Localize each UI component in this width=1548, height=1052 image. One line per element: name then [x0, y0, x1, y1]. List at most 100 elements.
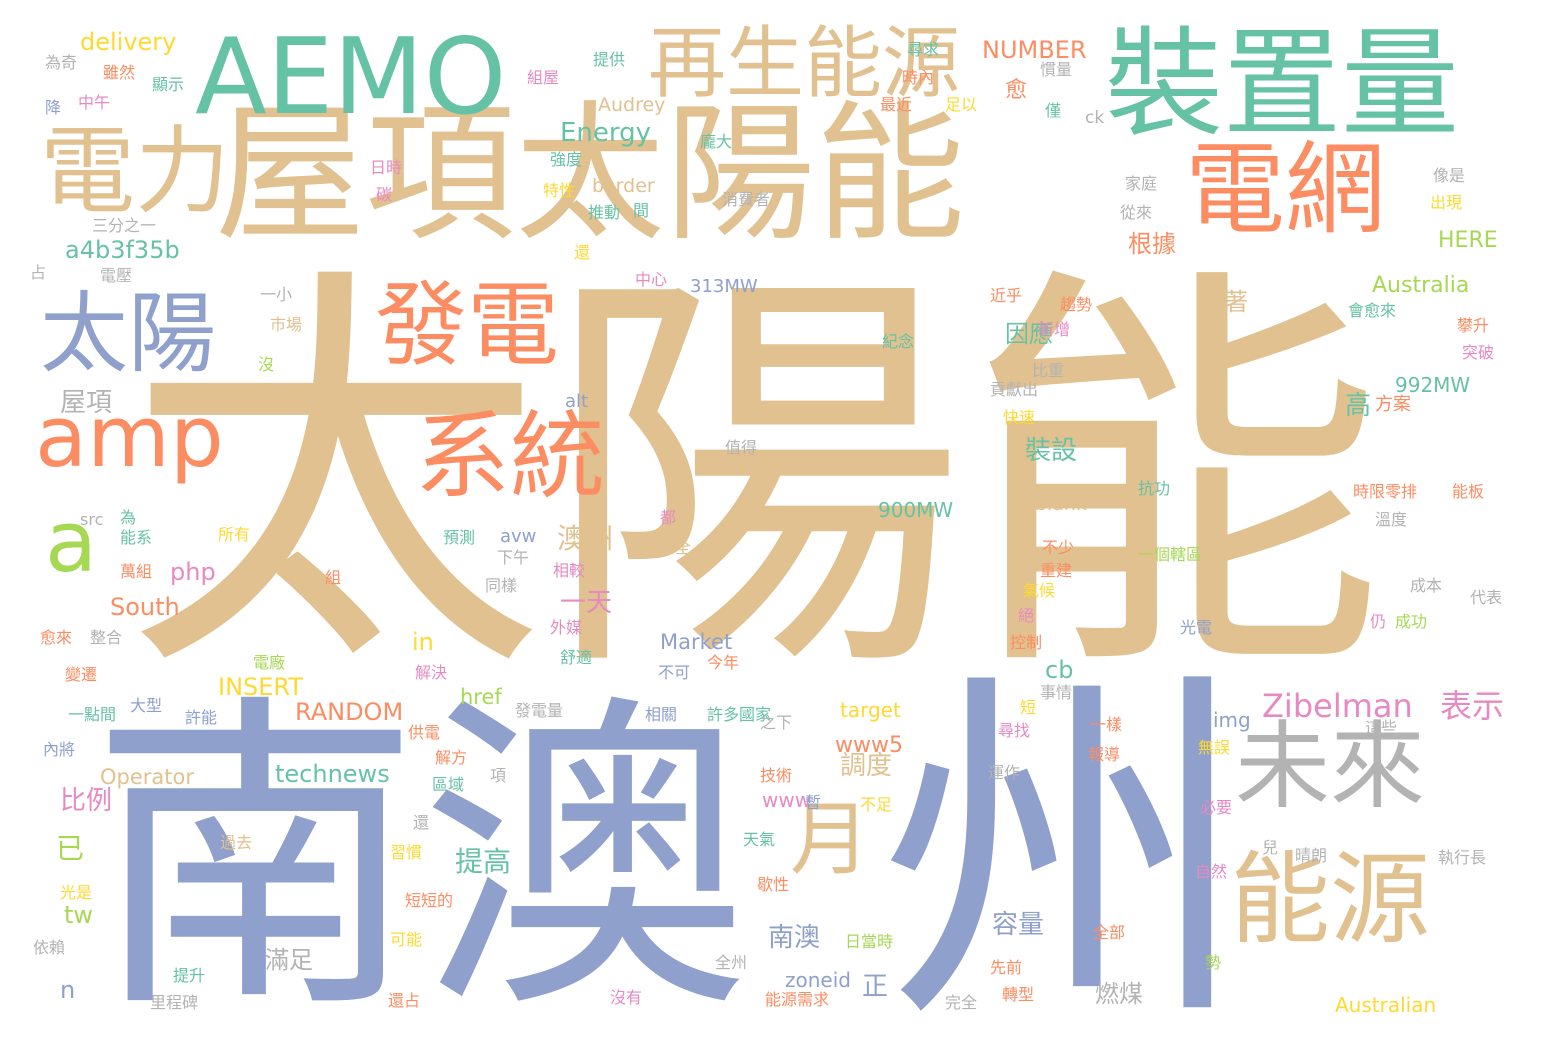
cloud-word: in — [412, 628, 434, 656]
cloud-word: Audrey — [598, 94, 666, 116]
cloud-word: 尋求 — [907, 40, 940, 59]
cloud-word: 內將 — [43, 740, 76, 759]
cloud-word: technews — [275, 760, 390, 788]
cloud-word: 供電 — [408, 723, 441, 742]
cloud-word: 再生能源 — [648, 19, 961, 109]
cloud-word: 間 — [633, 201, 650, 220]
cloud-word: 天氣 — [743, 830, 776, 849]
cloud-word: 中心 — [635, 270, 668, 289]
cloud-word: 裝設 — [1025, 436, 1078, 466]
cloud-word: 值得 — [725, 438, 758, 457]
cloud-word: 許多國家 — [707, 705, 772, 724]
cloud-word: 技術 — [760, 766, 793, 785]
cloud-word: 日時 — [370, 158, 403, 177]
cloud-word: 燃煤 — [1095, 980, 1143, 1008]
cloud-word: 特性 — [543, 181, 576, 200]
cloud-word: 電力 — [40, 117, 231, 227]
cloud-word: 慣量 — [1040, 60, 1073, 79]
cloud-word: 一樣 — [1090, 715, 1123, 734]
cloud-word: 表示 — [1440, 687, 1505, 725]
cloud-word: 溫度 — [1375, 510, 1408, 529]
cloud-word: Operator — [100, 765, 194, 789]
cloud-word: AEMO — [195, 16, 507, 138]
cloud-word: 高 — [1345, 391, 1372, 421]
cloud-word: 市場 — [270, 315, 303, 334]
cloud-word: 外媒 — [550, 618, 583, 637]
cloud-word: 突破 — [1462, 343, 1495, 362]
cloud-word: 能板 — [1452, 482, 1485, 501]
cloud-word: 澳洲 — [557, 522, 614, 555]
cloud-word: 今年 — [707, 653, 740, 672]
cloud-word: www5 — [835, 733, 903, 758]
cloud-word: 不少 — [1042, 538, 1075, 557]
cloud-word: 提供 — [593, 50, 626, 69]
cloud-word: 裝置量 — [1105, 15, 1460, 153]
cloud-word: 最近 — [880, 95, 913, 114]
cloud-word: cb — [1045, 656, 1074, 684]
cloud-word: 同樣 — [485, 576, 518, 595]
cloud-word: 313MW — [690, 276, 758, 297]
cloud-word: RANDOM — [295, 698, 404, 726]
cloud-word: 出現 — [1430, 193, 1463, 212]
cloud-word: src — [80, 510, 104, 529]
cloud-word: 報導 — [1088, 745, 1121, 764]
cloud-word: Energy — [560, 118, 652, 148]
cloud-word: 相較 — [553, 561, 586, 580]
cloud-word: 新增 — [1038, 320, 1071, 339]
cloud-word: 屋項太陽能 — [215, 88, 966, 262]
cloud-word: 電壓 — [100, 266, 133, 285]
cloud-word: 紀念 — [882, 332, 915, 351]
cloud-word: 代表 — [1470, 588, 1503, 607]
cloud-word: 未來 — [1235, 712, 1426, 822]
cloud-word: 正 — [862, 972, 889, 1002]
cloud-word: HERE — [1438, 228, 1498, 253]
cloud-word: 一天 — [560, 588, 613, 618]
cloud-word: INSERT — [218, 673, 304, 701]
cloud-word: 比例 — [60, 786, 113, 816]
cloud-word: blank — [1035, 493, 1088, 515]
cloud-word: 無誤 — [1198, 738, 1231, 757]
cloud-word: 電廠 — [253, 653, 286, 672]
cloud-word: 解決 — [415, 663, 448, 682]
cloud-word: 萬組 — [120, 562, 153, 581]
cloud-word: 提升 — [173, 966, 206, 985]
cloud-word: 隨著 — [1200, 288, 1248, 316]
cloud-word: Market — [660, 630, 733, 654]
cloud-word: 先前 — [990, 958, 1023, 977]
cloud-word: 依賴 — [33, 938, 66, 957]
cloud-word: 這些 — [1365, 718, 1398, 737]
cloud-word: 家庭 — [1125, 174, 1158, 193]
cloud-word: 所有 — [218, 525, 251, 544]
cloud-word: 許能 — [185, 708, 218, 727]
cloud-word: 過去 — [220, 833, 253, 852]
cloud-word: 還 — [413, 813, 430, 832]
cloud-word: 全部 — [1093, 923, 1126, 942]
cloud-word: 光是 — [60, 883, 93, 902]
cloud-word: 還占 — [388, 991, 421, 1010]
cloud-word: 成功 — [1395, 612, 1428, 631]
cloud-word: 900MW — [878, 498, 954, 522]
cloud-word: 方案 — [1375, 394, 1411, 415]
cloud-word: 屋項 — [60, 388, 113, 418]
cloud-word: 三分之一 — [92, 216, 157, 235]
cloud-word: 發電 — [375, 272, 560, 379]
cloud-word: 調度 — [840, 751, 893, 781]
cloud-word: 晴朗 — [1295, 846, 1328, 865]
cloud-word: 執行長 — [1438, 848, 1487, 867]
cloud-word: 相關 — [645, 705, 678, 724]
cloud-word: 中午 — [78, 93, 111, 112]
cloud-word: alt — [565, 391, 589, 412]
cloud-word: php — [170, 558, 216, 586]
cloud-word: 根據 — [1128, 230, 1176, 258]
cloud-word: www — [762, 788, 812, 812]
cloud-word: 仍 — [1370, 612, 1387, 631]
cloud-word: 項 — [490, 766, 507, 785]
cloud-word: 可能 — [390, 930, 423, 949]
cloud-word: 舒適 — [560, 648, 593, 667]
cloud-word: 南澳 — [768, 923, 821, 953]
cloud-word: 變遷 — [65, 665, 98, 684]
cloud-word: 為 — [120, 508, 137, 527]
cloud-word: 必要 — [1200, 798, 1233, 817]
cloud-word: img — [1213, 708, 1251, 732]
cloud-word: a4b3f35b — [65, 236, 180, 264]
